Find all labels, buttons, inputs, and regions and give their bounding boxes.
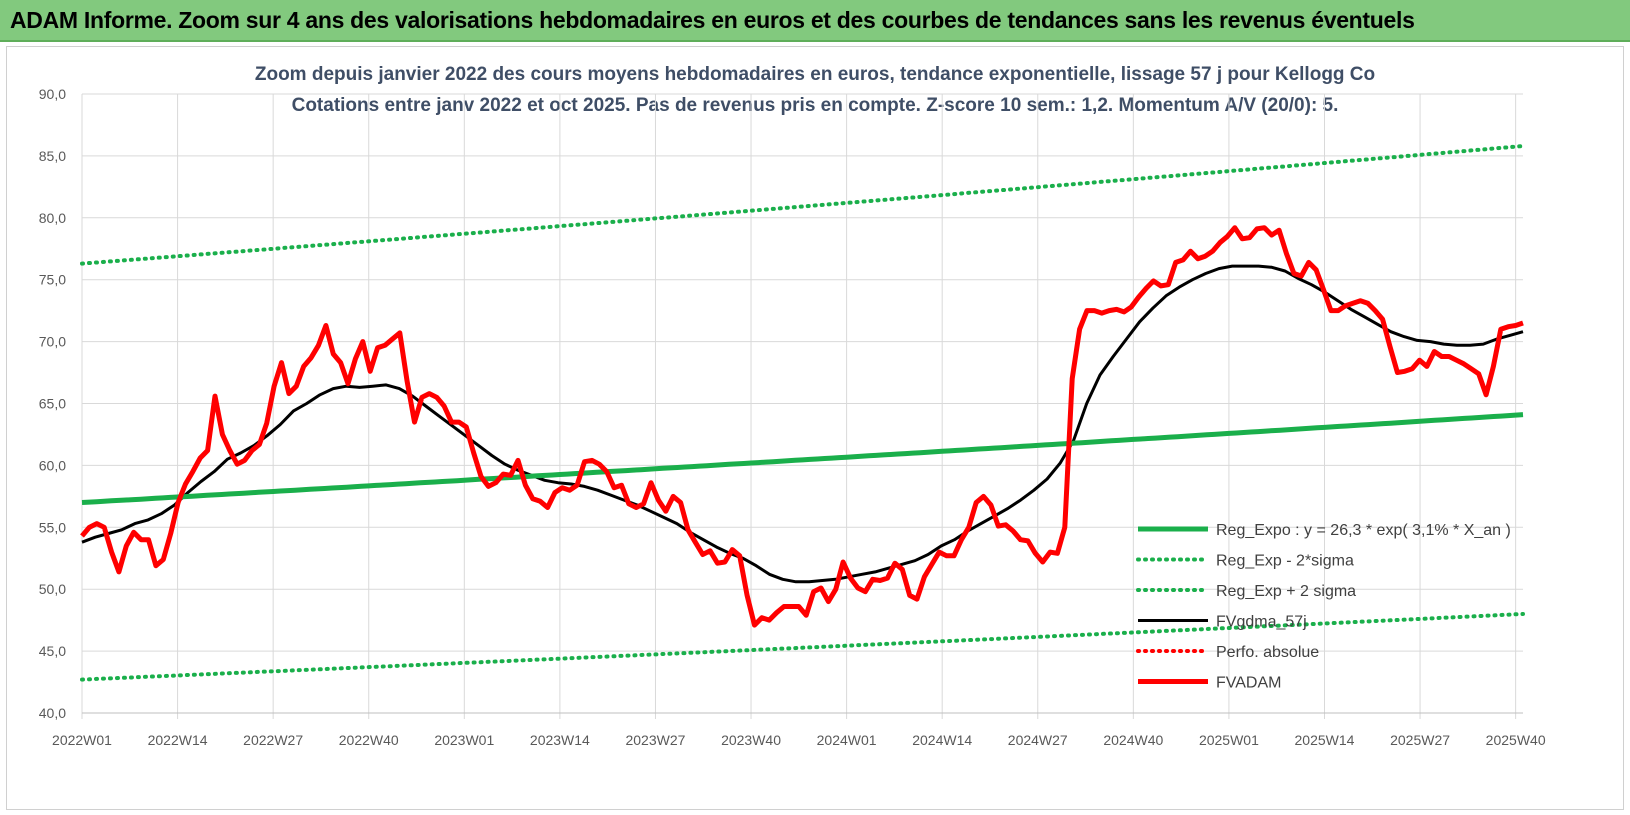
fvgdma-57j-line <box>81 264 1524 584</box>
y-tick-label: 50,0 <box>39 581 66 597</box>
series-lines <box>80 144 1525 682</box>
x-tick-label: 2022W01 <box>52 732 112 748</box>
x-tick-label: 2025W27 <box>1390 732 1450 748</box>
x-tick-label: 2025W14 <box>1295 732 1355 748</box>
y-tick-label: 75,0 <box>39 272 66 288</box>
y-tick-label: 65,0 <box>39 396 66 412</box>
reg-exp-plus-2sigma-line <box>80 144 1525 266</box>
y-tick-label: 70,0 <box>39 334 66 350</box>
chart-title: Zoom depuis janvier 2022 des cours moyen… <box>254 64 1376 85</box>
y-tick-label: 60,0 <box>39 457 66 473</box>
y-tick-label: 90,0 <box>39 86 66 102</box>
y-tick-label: 80,0 <box>39 210 66 226</box>
x-tick-label: 2022W27 <box>243 732 303 748</box>
grid-lines <box>81 93 1523 719</box>
x-tick-label: 2023W14 <box>530 732 590 748</box>
legend: Reg_Expo : y = 26,3 * exp( 3,1% * X_an )… <box>1136 522 1511 692</box>
x-tick-label: 2023W40 <box>721 732 781 748</box>
x-tick-label: 2023W27 <box>625 732 685 748</box>
chart-subtitle: Cotations entre janv 2022 et oct 2025. P… <box>291 95 1339 116</box>
x-tick-label: 2024W14 <box>912 732 972 748</box>
x-tick-label: 2025W01 <box>1199 732 1259 748</box>
legend-reg-expo-label: Reg_Expo : y = 26,3 * exp( 3,1% * X_an ) <box>1216 522 1511 539</box>
y-tick-label: 55,0 <box>39 519 66 535</box>
x-axis: 2022W01 2022W14 2022W27 2022W40 2023W01 2023W… <box>52 712 1546 748</box>
report-banner: ADAM Informe. Zoom sur 4 ans des valoris… <box>0 0 1630 42</box>
y-tick-label: 45,0 <box>39 643 66 659</box>
legend-perfo-absolue-label: Perfo. absolue <box>1216 644 1319 661</box>
x-tick-label: 2022W40 <box>339 732 399 748</box>
x-tick-label: 2022W14 <box>148 732 208 748</box>
legend-fvgdma-57j-label: FVgdma_57j <box>1216 614 1307 631</box>
x-tick-label: 2023W01 <box>434 732 494 748</box>
y-axis: 40,0 45,0 50,0 55,0 60,0 65,0 70,0 75,0 80,0 85,0… <box>39 86 66 721</box>
x-tick-label: 2024W40 <box>1103 732 1163 748</box>
legend-fvadam-label: FVADAM <box>1216 675 1281 692</box>
x-tick-label: 2025W40 <box>1486 732 1546 748</box>
legend-reg-exp-minus-2sigma-label: Reg_Exp - 2*sigma <box>1216 553 1354 570</box>
legend-reg-exp-plus-2sigma-label: Reg_Exp + 2 sigma <box>1216 583 1356 600</box>
x-tick-label: 2024W01 <box>817 732 877 748</box>
reg-expo-line <box>81 412 1524 505</box>
fvadam-line <box>80 225 1524 628</box>
x-tick-label: 2024W27 <box>1008 732 1068 748</box>
report-title: ADAM Informe. Zoom sur 4 ans des valoris… <box>10 7 1415 33</box>
y-tick-label: 85,0 <box>39 148 66 164</box>
y-tick-label: 40,0 <box>39 705 66 721</box>
reg-exp-minus-2sigma-line <box>80 612 1525 682</box>
